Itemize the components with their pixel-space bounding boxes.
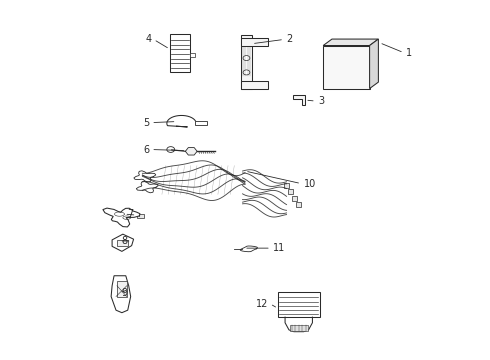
Text: 1: 1 xyxy=(406,48,413,58)
Polygon shape xyxy=(185,148,197,155)
Polygon shape xyxy=(323,39,378,45)
Bar xyxy=(241,81,268,89)
Text: 3: 3 xyxy=(318,96,324,106)
Text: 2: 2 xyxy=(287,35,293,44)
Circle shape xyxy=(243,70,250,75)
Bar xyxy=(292,196,297,201)
Polygon shape xyxy=(240,246,258,252)
Bar xyxy=(296,202,301,207)
Bar xyxy=(284,183,289,188)
Text: 4: 4 xyxy=(146,35,152,44)
Text: 7: 7 xyxy=(127,209,133,219)
Polygon shape xyxy=(111,276,131,313)
Text: 11: 11 xyxy=(273,243,286,253)
Bar xyxy=(278,292,319,317)
Polygon shape xyxy=(369,39,378,89)
Polygon shape xyxy=(134,171,156,182)
Text: 12: 12 xyxy=(256,299,269,309)
Polygon shape xyxy=(112,234,134,251)
Polygon shape xyxy=(136,181,158,193)
Bar xyxy=(137,214,144,218)
Text: 9: 9 xyxy=(122,288,128,298)
Bar xyxy=(241,35,252,89)
Bar xyxy=(290,325,308,331)
Bar xyxy=(117,240,128,246)
Text: 5: 5 xyxy=(144,118,150,128)
Bar xyxy=(117,282,127,297)
Polygon shape xyxy=(103,208,140,227)
Bar xyxy=(241,38,268,45)
Text: 8: 8 xyxy=(122,236,128,246)
Circle shape xyxy=(243,55,250,60)
Polygon shape xyxy=(293,95,305,105)
Polygon shape xyxy=(167,116,196,127)
Bar xyxy=(170,34,190,72)
Bar xyxy=(190,53,195,57)
Bar xyxy=(288,189,293,194)
Text: 10: 10 xyxy=(304,179,316,189)
Circle shape xyxy=(167,147,174,152)
Bar xyxy=(323,45,369,89)
Bar xyxy=(195,121,207,126)
Text: 6: 6 xyxy=(144,144,150,154)
